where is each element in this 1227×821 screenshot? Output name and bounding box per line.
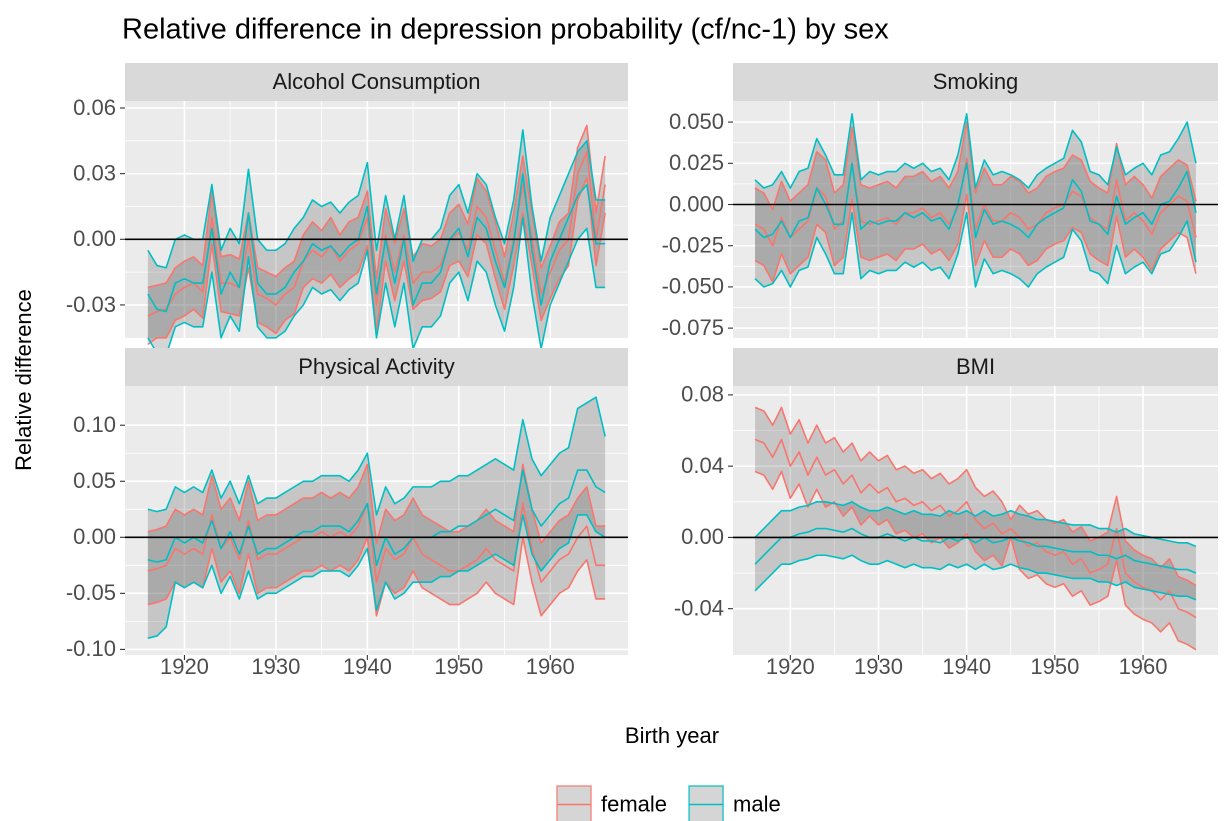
y-tick-label: 0.06 — [73, 95, 116, 120]
legend-label: male — [733, 791, 781, 816]
x-tick-label: 1960 — [526, 654, 575, 679]
y-tick-label: -0.05 — [66, 580, 116, 605]
strip-text: Physical Activity — [298, 354, 455, 379]
lower-line — [754, 470, 1197, 651]
y-tick-label: -0.04 — [674, 595, 724, 620]
x-axis-title: Birth year — [625, 723, 719, 748]
lower-line — [147, 536, 606, 617]
panel-background — [733, 101, 1218, 338]
line — [754, 527, 1197, 574]
upper-line — [147, 124, 606, 289]
x-tick-label: 1960 — [1119, 654, 1168, 679]
x-tick-label: 1940 — [942, 654, 991, 679]
y-tick-label: 0.10 — [73, 412, 116, 437]
y-tick-label: -0.075 — [662, 315, 724, 340]
line — [147, 172, 606, 313]
legend-label: female — [601, 791, 667, 816]
legend-key — [556, 785, 592, 821]
x-tick-label: 1920 — [766, 654, 815, 679]
y-tick-label: 0.025 — [669, 150, 724, 175]
lower-line — [754, 211, 1197, 288]
y-tick-label: -0.025 — [662, 233, 724, 258]
line — [754, 162, 1197, 239]
y-tick-label: 0.08 — [681, 382, 724, 407]
x-tick-label: 1950 — [434, 654, 483, 679]
ribbon — [755, 407, 1196, 650]
upper-line — [754, 113, 1197, 189]
line — [754, 438, 1197, 619]
line — [147, 502, 606, 583]
ribbon — [147, 464, 606, 616]
lower-line — [754, 554, 1197, 601]
lower-line — [754, 193, 1197, 283]
line — [147, 469, 606, 567]
y-tick-label: 0.00 — [73, 226, 116, 251]
ribbon — [147, 397, 606, 639]
x-tick-label: 1930 — [854, 654, 903, 679]
strip — [125, 348, 628, 386]
lower-line — [147, 216, 606, 357]
y-axis-title: Relative difference — [11, 289, 36, 471]
chart-title: Relative difference in depression probab… — [122, 14, 889, 46]
strip — [125, 63, 628, 101]
y-tick-label: -0.050 — [662, 274, 724, 299]
ribbon — [147, 129, 606, 356]
y-tick-label: 0.05 — [73, 468, 116, 493]
strip — [733, 348, 1218, 386]
y-tick-label: -0.03 — [66, 292, 116, 317]
y-tick-label: 0.03 — [73, 160, 116, 185]
y-tick-label: 0.00 — [73, 524, 116, 549]
line — [754, 157, 1197, 247]
legend-key — [688, 785, 724, 821]
x-tick-label: 1940 — [343, 654, 392, 679]
y-tick-label: 0.000 — [669, 191, 724, 216]
upper-line — [754, 406, 1197, 587]
x-tick-label: 1950 — [1030, 654, 1079, 679]
strip-text: BMI — [956, 354, 995, 379]
y-tick-label: 0.050 — [669, 109, 724, 134]
upper-line — [147, 129, 606, 269]
strip — [733, 63, 1218, 101]
y-tick-label: 0.00 — [681, 524, 724, 549]
upper-line — [147, 396, 606, 516]
x-tick-label: 1920 — [160, 654, 209, 679]
x-tick-label: 1930 — [251, 654, 300, 679]
y-tick-label: 0.04 — [681, 453, 724, 478]
upper-line — [754, 500, 1197, 548]
strip-text: Alcohol Consumption — [273, 69, 481, 94]
lower-line — [147, 514, 606, 639]
upper-line — [754, 121, 1197, 211]
strip-text: Smoking — [933, 69, 1019, 94]
y-tick-label: -0.10 — [66, 636, 116, 661]
